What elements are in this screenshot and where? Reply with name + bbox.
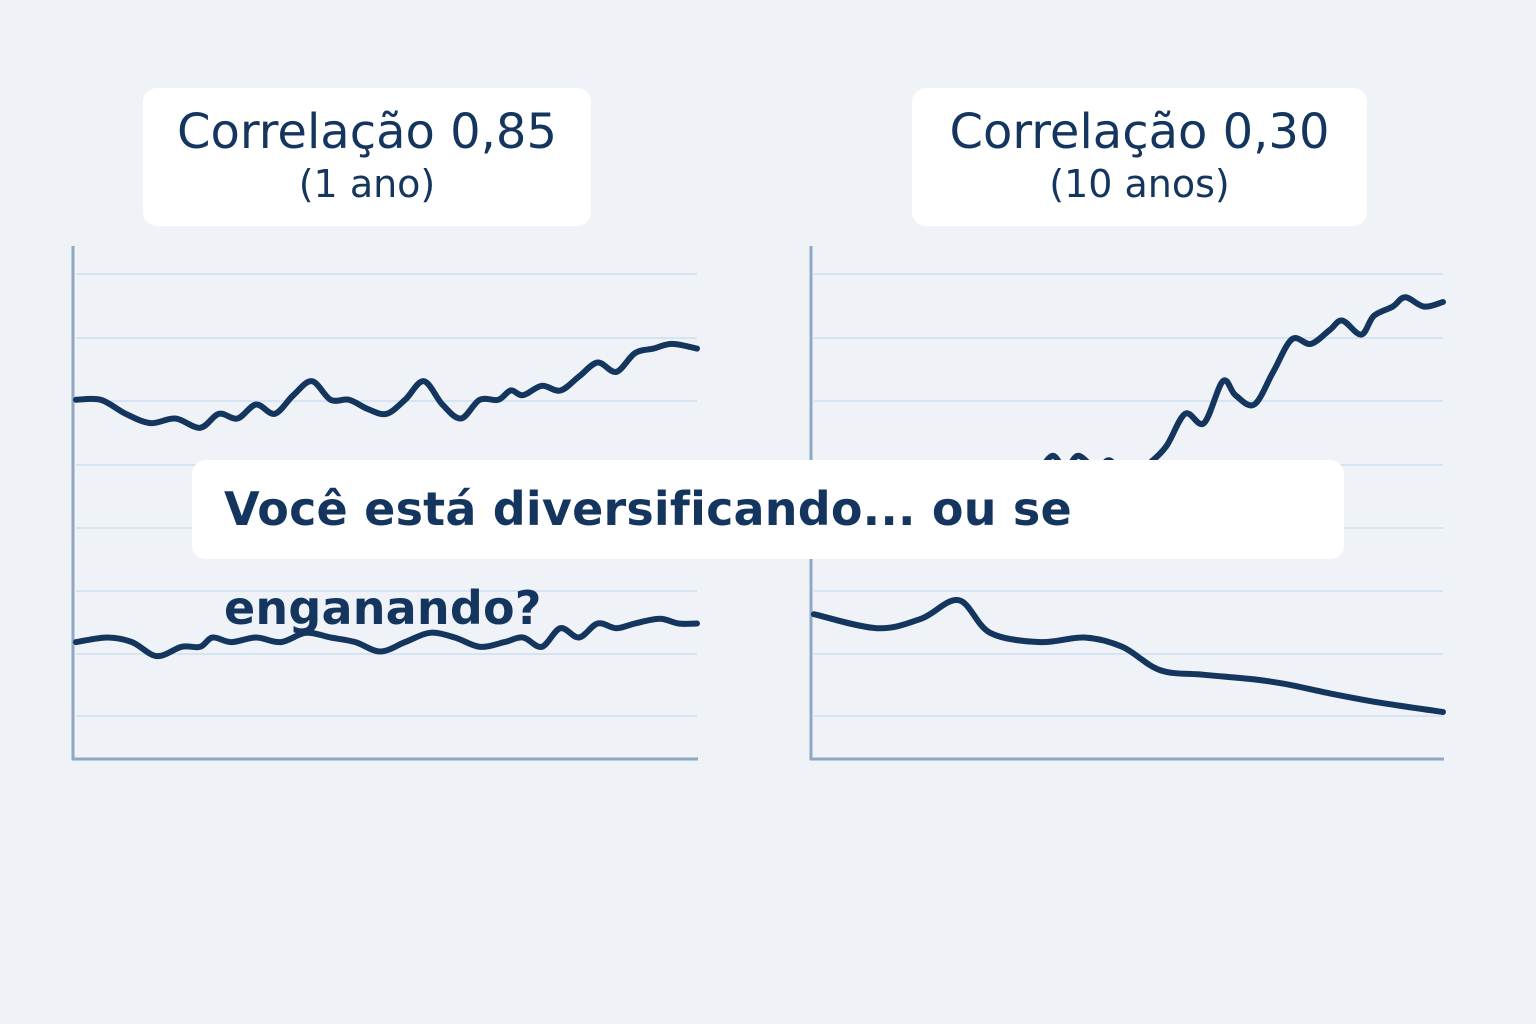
chart-right-series-2-line [811,597,1446,715]
chart-left-series-2-line [73,615,700,660]
question-banner: Você está diversificando... ou se engana… [192,460,1344,635]
chart-left-title: Correlação 0,85 [176,104,558,160]
chart-right-title: Correlação 0,30 [949,104,1330,160]
chart-left-subtitle: (1 ano) [298,162,436,206]
chart-right-title-card: Correlação 0,30 (10 anos) [912,88,1367,226]
chart-left-series-1-line [73,340,700,431]
question-text: Você está diversificando... ou se engana… [224,482,1072,635]
chart-right-series-1-line [1037,294,1446,482]
chart-left-title-card: Correlação 0,85 (1 ano) [143,88,591,226]
chart-right-subtitle: (10 anos) [1049,162,1230,206]
